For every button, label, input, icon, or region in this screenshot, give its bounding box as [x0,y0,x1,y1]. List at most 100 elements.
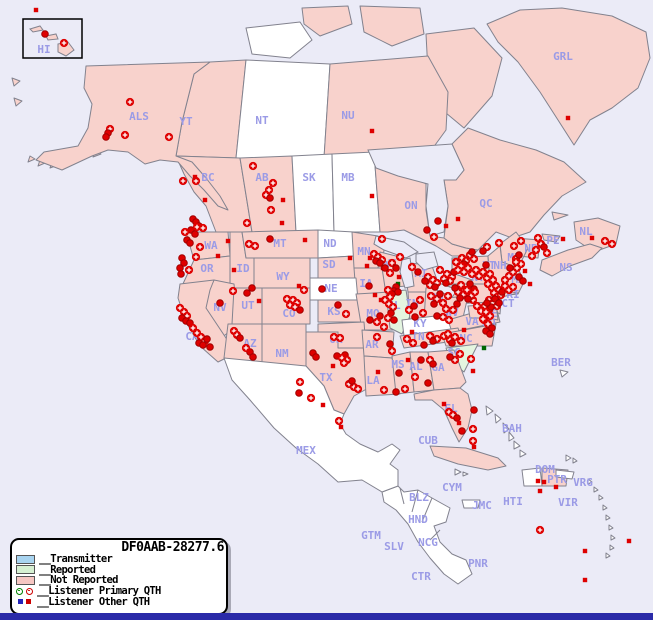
listener-circle-marker [468,436,478,446]
listener-circle-marker [415,295,425,305]
listener-circle-marker [456,280,466,290]
listener-square-marker [225,238,231,244]
listener-dot-marker [456,294,464,302]
listener-dot-marker [431,283,439,291]
listener-dot-marker [199,341,207,349]
listener-circle-marker [444,315,454,325]
listener-circle-marker [385,268,395,278]
other-qth-swatch [16,599,33,605]
listener-circle-marker [402,334,412,344]
listener-dot-marker [410,302,418,310]
listener-circle-marker [463,263,473,273]
listener-dot-marker [468,248,476,256]
region-label-MS: MS [391,358,404,371]
region-label-HI: HI [37,43,50,56]
listener-circle-marker [429,232,439,242]
region-label-NS: NS [559,261,572,274]
island-23 [587,478,593,485]
listener-circle-marker [191,252,201,262]
listener-dot-marker [312,353,320,361]
listener-dot-marker [365,282,373,290]
listener-square-marker [330,363,336,369]
listener-square-marker [443,223,449,229]
hawaii-island-1 [45,33,59,41]
listener-square-marker [560,236,566,242]
island-16 [508,431,515,442]
island-0 [245,21,313,59]
region-label-SD: SD [322,258,336,271]
listener-dot-marker [176,264,184,272]
region-label-SLV: SLV [384,540,404,553]
island-11 [13,97,23,107]
listener-circle-marker [478,314,488,324]
listener-circle-marker [531,245,541,255]
listener-circle-marker [407,262,417,272]
listener-square-marker [565,115,571,121]
region-label-PNR: PNR [468,557,488,570]
listener-dot-marker [423,226,431,234]
listener-square-marker [522,268,528,274]
region-PTR [555,469,575,480]
listener-circle-marker [268,178,278,188]
listener-circle-marker [248,161,258,171]
listener-primary-marker [481,345,487,351]
region-label-CUB: CUB [418,434,438,447]
listener-dot-marker [464,295,472,303]
region-label-BER: BER [551,356,571,369]
region-CO [261,287,311,325]
island-2 [359,5,425,47]
listener-square-marker [320,402,326,408]
island-17 [513,440,521,450]
listener-circle-marker [443,291,453,301]
island-21 [454,468,462,476]
listener-dot-marker [515,251,523,259]
water-body-0 [367,143,465,237]
region-JMC [461,499,481,509]
listener-circle-marker [607,239,617,249]
listener-dot-marker [395,369,403,377]
other-blue-square-icon [18,599,23,605]
listener-square-marker [535,478,541,484]
listener-dot-marker [334,301,342,309]
listener-circle-marker [469,254,479,264]
region-label-LA: LA [366,374,380,387]
listener-square-marker [279,220,285,226]
region-label-AR: AR [365,338,379,351]
listener-circle-marker [472,301,482,311]
listener-dot-marker [243,289,251,297]
listener-dot-marker [186,239,194,247]
listener-dot-marker [486,330,494,338]
listener-dot-marker [248,284,256,292]
border-line-0 [399,487,405,505]
island-24 [593,486,599,493]
listener-square-marker [461,327,467,333]
listener-circle-marker [478,267,488,277]
island-19 [565,454,572,462]
region-label-BLZ: BLZ [409,491,429,504]
listener-circle-marker [383,285,393,295]
listener-circle-marker [379,385,389,395]
region-label-JMC: JMC [472,499,492,512]
listener-dot-marker [295,389,303,397]
listener-circle-marker [448,305,458,315]
listener-circle-marker [600,236,610,246]
listener-dot-marker [392,388,400,396]
window-bottom-border [0,613,653,620]
listener-circle-marker [299,285,309,295]
region-MEX [223,357,401,493]
island-14 [494,413,502,424]
region-label-GTM: GTM [361,529,381,542]
listener-dot-marker [470,406,478,414]
listener-square-marker [375,369,381,375]
listener-square-marker [626,538,632,544]
listener-circle-marker [462,285,472,295]
not-reported-swatch [16,575,35,585]
legend: DF0AAB-28277.6 __Transmitter __Reported … [10,538,228,615]
listener-circle-marker [383,313,393,323]
island-18 [519,449,527,458]
listener-square-marker [471,444,477,450]
listener-dot-marker [203,335,211,343]
island-32 [559,369,569,378]
listener-dot-marker [446,353,454,361]
